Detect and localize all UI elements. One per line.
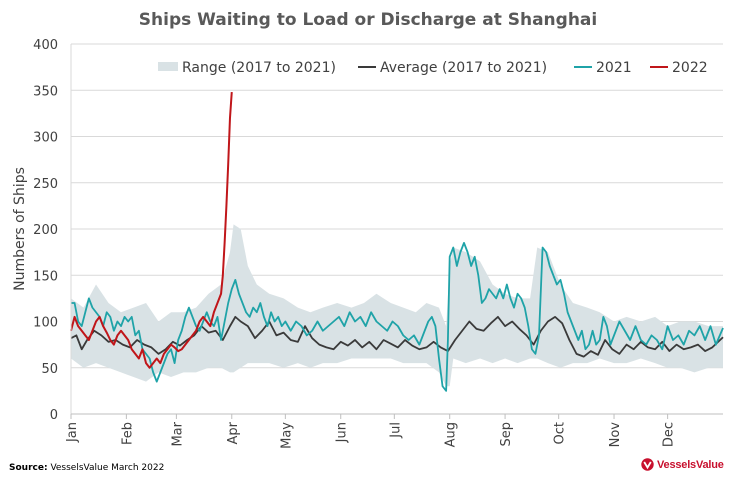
x-tick-label: Oct [553,422,568,444]
y-tick-label: 100 [33,316,58,331]
legend-entry: Average (2017 to 2021) [380,60,547,76]
axes: 0 50 100 150 200 250 300 350 400 Jan Feb Mar Apr May J… [33,38,723,449]
x-tick-label: Feb [120,422,135,445]
vesselsvalue-logo: VesselsValue [641,458,724,471]
legend-swatch-range [158,62,178,71]
y-tick-label: 200 [33,223,58,238]
range-band [71,224,723,387]
y-axis-label: Numbers of Ships [12,167,28,291]
x-tick-label: Sep [499,422,514,447]
x-tick-label: May [279,422,294,449]
y-tick-label: 50 [41,362,58,377]
series-lines [70,92,724,392]
series-line-2021 [71,241,724,392]
logo-mark-icon [641,458,654,471]
x-tick-label: Aug [444,422,459,447]
range-band-area [71,224,723,387]
y-tick-label: 350 [33,84,58,99]
y-tick-label: 250 [33,177,58,192]
x-tick-label: Dec [662,422,677,447]
x-tick-label: Mar [170,421,185,446]
series-line-average [70,315,724,358]
series-line-2022 [70,92,233,369]
logo-text: VesselsValue [657,458,724,471]
source-text: VesselsValue March 2022 [50,463,165,473]
legend-entry: 2021 [596,60,632,76]
legend-entry: Range (2017 to 2021) [182,60,336,76]
x-tick-label: Jun [335,422,350,443]
x-tick-label: Nov [608,422,623,448]
source-label: Source: [9,463,48,473]
y-tick-label: 150 [33,269,58,284]
y-tick-label: 300 [33,131,58,146]
legend: Range (2017 to 2021) Average (2017 to 202… [158,60,708,76]
x-tick-label: Apr [226,421,241,444]
legend-entry: 2022 [672,60,708,76]
y-tick-label: 0 [50,408,58,423]
x-tick-label: Jul [388,422,403,439]
x-tick-label: Jan [65,422,80,443]
source-note: Source: VesselsValue March 2022 [9,463,164,473]
chart-title: Ships Waiting to Load or Discharge at Sh… [139,10,597,30]
y-tick-label: 400 [33,38,58,53]
